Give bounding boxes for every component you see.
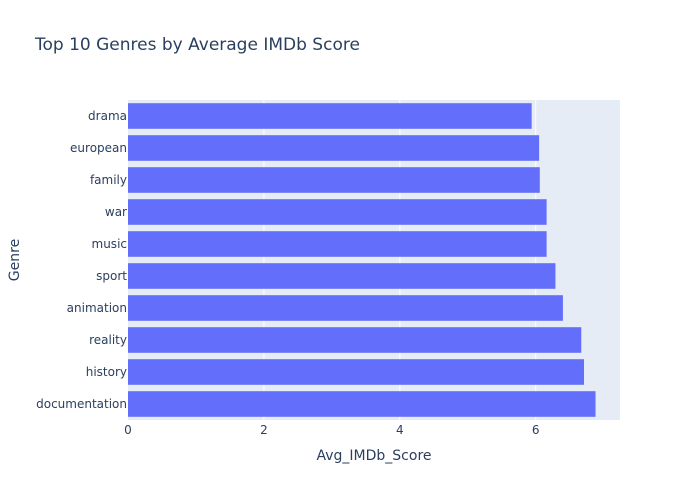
bar-european[interactable] <box>128 135 540 161</box>
x-tick-label: 0 <box>124 423 132 437</box>
y-tick-label: war <box>105 205 127 219</box>
x-tick-label: 2 <box>260 423 268 437</box>
y-tick-label: history <box>86 365 127 379</box>
y-axis-title: Genre <box>7 239 23 281</box>
x-tick-label: 4 <box>396 423 404 437</box>
y-tick-label: animation <box>67 301 127 315</box>
bar-documentation[interactable] <box>128 391 596 417</box>
bar-drama[interactable] <box>128 103 532 129</box>
bars <box>128 103 596 417</box>
y-tick-label: documentation <box>36 397 127 411</box>
x-tick-labels: 0 2 4 6 <box>124 423 539 437</box>
y-tick-label: drama <box>88 109 127 123</box>
y-tick-label: european <box>70 141 127 155</box>
y-tick-label: sport <box>96 269 127 283</box>
bar-family[interactable] <box>128 167 540 193</box>
bar-sport[interactable] <box>128 263 556 289</box>
chart-title: Top 10 Genres by Average IMDb Score <box>34 35 360 55</box>
bar-music[interactable] <box>128 231 547 257</box>
y-tick-labels: drama european family war music sport animatio… <box>36 109 127 411</box>
bar-animation[interactable] <box>128 295 563 321</box>
x-tick-label: 6 <box>532 423 540 437</box>
bar-reality[interactable] <box>128 327 582 353</box>
x-axis-title: Avg_IMDb_Score <box>316 448 431 464</box>
y-tick-label: family <box>90 173 127 187</box>
bar-war[interactable] <box>128 199 547 225</box>
bar-history[interactable] <box>128 359 584 385</box>
y-tick-label: music <box>92 237 127 251</box>
y-tick-label: reality <box>89 333 127 347</box>
